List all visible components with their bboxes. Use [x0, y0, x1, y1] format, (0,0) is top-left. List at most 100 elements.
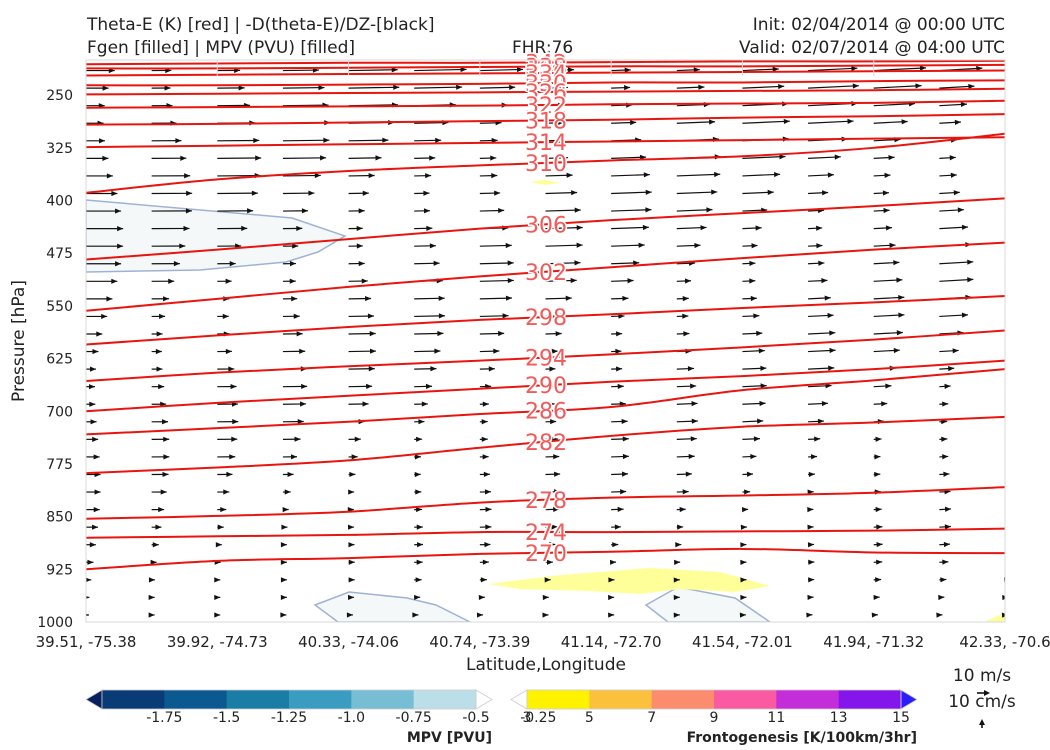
wind-vector: [873, 454, 881, 460]
wind-vector: [1004, 333, 1005, 334]
wind-vector: [476, 612, 484, 618]
wind-vector: [348, 278, 368, 284]
wind-vector: [676, 278, 692, 284]
theta-e-contour-282: [86, 415, 1005, 475]
colorbar-tick-label: 15: [892, 710, 910, 726]
wind-vector: [151, 384, 165, 390]
wind-vector: [1004, 157, 1005, 159]
wind-vector: [217, 419, 239, 425]
theta-e-contour-310: [86, 132, 1005, 194]
wind-vector: [676, 225, 707, 231]
wind-vector: [86, 190, 118, 197]
wind-vector: [1004, 227, 1005, 229]
wind-vector: [86, 85, 109, 91]
wind-vector: [608, 612, 615, 618]
wind-vector: [808, 577, 815, 583]
wind-vector: [282, 401, 307, 407]
wind-vector: [1004, 69, 1005, 71]
wind-vector: [151, 138, 182, 144]
wind-vector: [280, 594, 287, 601]
colorbar-tick-label: 9: [710, 710, 719, 726]
wind-vector: [873, 154, 895, 161]
wind-vector: [1004, 386, 1005, 387]
wind-vector: [479, 260, 514, 266]
wind-vector: [1004, 105, 1005, 106]
wind-vector: [414, 506, 423, 513]
wind-vector: [742, 400, 766, 407]
wind-vector: [676, 207, 713, 213]
colorbar-tick-label: 3: [523, 710, 532, 726]
wind-vector: [742, 66, 779, 72]
wind-vector: [611, 331, 623, 337]
wind-vector: [545, 242, 583, 248]
wind-vector: [217, 190, 258, 196]
wind-vector: [873, 65, 927, 72]
fgen-colorbar-title: Frontogenesis [K/100km/3hr]: [687, 730, 917, 746]
wind-vector: [86, 507, 100, 513]
theta-e-contour-286: [86, 368, 1005, 436]
wind-vector: [151, 524, 162, 530]
colorbar-frame: [526, 689, 902, 710]
wind-vector: [740, 524, 747, 530]
wind-vector: [282, 454, 298, 460]
wind-vector: [348, 313, 374, 319]
wind-vector: [545, 172, 573, 178]
wind-vector: [414, 137, 442, 143]
x-tick-label: 40.33, -74.06: [298, 633, 399, 651]
x-axis-label: Latitude,Longitude: [466, 655, 626, 675]
wind-vector: [808, 190, 829, 196]
wind-vector: [939, 259, 974, 265]
wind-vector: [939, 577, 947, 583]
wind-vector: [609, 559, 617, 565]
wind-vector: [217, 436, 238, 442]
wind-vector: [148, 577, 155, 583]
wind-vector: [414, 489, 422, 495]
theta-e-label-342: 342: [525, 51, 567, 76]
colorbar-tick-label: -0.25: [520, 710, 556, 726]
wind-vector: [217, 85, 245, 91]
y-tick-label: 250: [46, 88, 73, 104]
wind-vector: [86, 454, 100, 460]
wind-vector: [414, 225, 433, 231]
colorbar-swatch: [226, 690, 290, 709]
wind-vector: [808, 418, 825, 424]
wind-vector: [280, 559, 287, 565]
wind-vector: [348, 348, 377, 354]
wind-vector: [151, 85, 171, 91]
wind-vector: [151, 225, 190, 232]
wind-vector: [348, 331, 376, 337]
wind-vector: [346, 612, 353, 618]
wind-vector: [151, 366, 163, 372]
x-tick-label: 41.14, -72.70: [561, 633, 662, 651]
wind-vector: [808, 260, 825, 266]
wind-vector: [611, 67, 631, 73]
theta-e-contour-270: [86, 547, 1005, 571]
wind-vector: [742, 453, 757, 460]
wind-vector: [545, 260, 581, 266]
wind-vector: [1002, 594, 1005, 601]
colorbar-swatch: [527, 690, 590, 709]
wind-vector: [608, 594, 615, 601]
wind-vector: [280, 542, 287, 548]
wind-vector: [151, 331, 163, 337]
wind-vector: [414, 243, 436, 249]
wind-vector: [742, 507, 749, 513]
wind-vector: [479, 419, 488, 425]
wind-vector: [281, 524, 288, 530]
wind-vector: [282, 331, 303, 337]
wind-vector: [873, 312, 905, 318]
wind-vector: [86, 155, 109, 161]
colorbar-tick-label: -1.5: [213, 710, 240, 726]
colorbar-swatch: [589, 690, 653, 709]
theta-e-label-326: 326: [525, 81, 567, 106]
wind-vector: [348, 489, 355, 495]
wind-vector: [939, 83, 975, 90]
wind-vector: [217, 383, 237, 390]
wind-vector: [742, 489, 751, 495]
wind-vector: [742, 243, 758, 249]
wind-vector: [414, 66, 467, 73]
wind-vector: [939, 471, 950, 477]
wind-vector: [611, 172, 650, 178]
wind-vector: [808, 454, 818, 460]
wind-vector: [808, 347, 836, 354]
